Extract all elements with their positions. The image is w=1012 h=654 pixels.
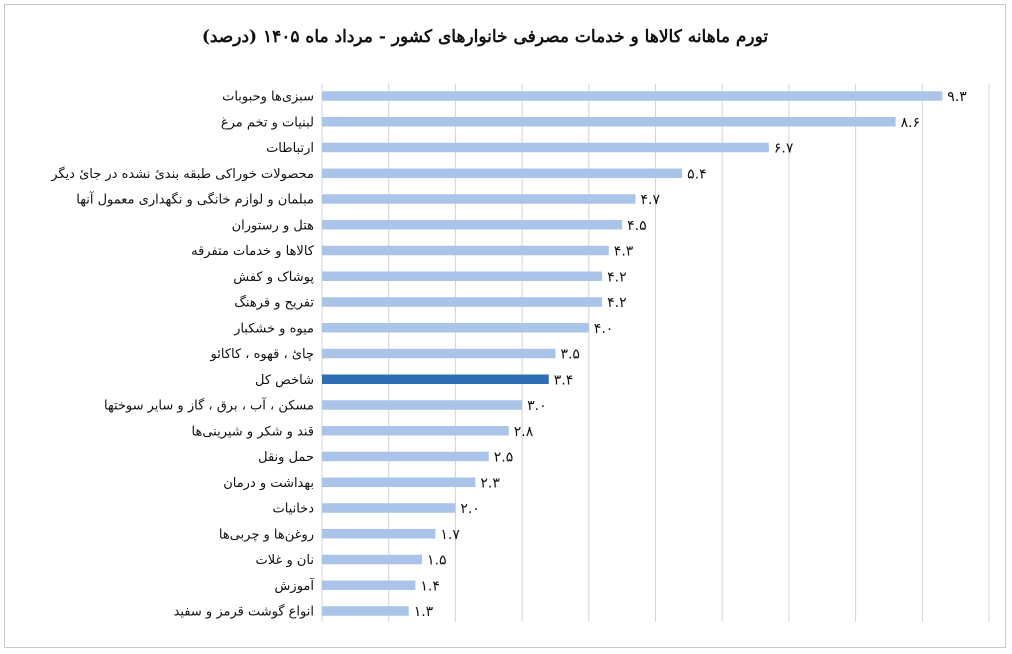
data-label: ۲.۳ (480, 475, 500, 491)
bar (322, 323, 589, 333)
data-label: ۴.۲ (607, 295, 627, 311)
data-label: ۳.۴ (554, 372, 574, 388)
data-label: ۴.۳ (614, 244, 634, 260)
category-label: چایٔ ، قهوه ، کاکائو (210, 347, 314, 362)
category-label: آموزش (275, 577, 316, 594)
category-label: سبزی‌ها وحبوبات (222, 90, 314, 105)
bar (322, 168, 683, 178)
category-label: انواع گوشت قرمز و سفید (174, 604, 314, 620)
category-label: روغن‌ها و چربی‌ها (219, 527, 314, 542)
bar (322, 348, 556, 359)
bar (322, 142, 769, 153)
category-label: هتل و رستوران (232, 218, 315, 233)
data-label: ۵.۴ (687, 166, 707, 182)
data-label: ۱.۵ (427, 553, 447, 569)
bar (322, 580, 416, 590)
data-label: ۹.۳ (947, 89, 967, 105)
category-label: نان و غلات (256, 553, 314, 568)
data-label: ۳.۵ (560, 347, 580, 363)
bar (322, 91, 943, 101)
category-label: ارتباطات (266, 141, 314, 156)
data-label: ۴.۷ (640, 192, 660, 208)
category-label: قند و شکر و شیرینی‌ها (192, 424, 314, 439)
category-label: محصولات خوراکی طبقه بندیٔ نشده در جایٔ د… (50, 166, 314, 182)
bar (322, 529, 436, 539)
data-label: ۱.۷ (440, 527, 460, 543)
bar (322, 117, 896, 127)
bar (322, 194, 636, 204)
data-label: ۲.۸ (514, 424, 534, 440)
data-label: ۶.۷ (774, 141, 794, 157)
bar (322, 503, 456, 513)
category-label: کالاها و خدمات متفرقه (191, 244, 315, 259)
bar (322, 477, 476, 487)
data-label: ۴.۵ (627, 218, 647, 234)
bar (322, 220, 623, 230)
category-label: تفریح و فرهنگ (234, 295, 314, 311)
bar (322, 297, 603, 307)
data-label: ۲.۰ (460, 501, 480, 517)
category-label: پوشاک و کفش (233, 270, 314, 285)
bar (322, 245, 609, 256)
category-label: لبنیات و تخم مرغ (221, 115, 314, 130)
bar (322, 606, 409, 616)
bar (322, 374, 549, 384)
category-label: میوه و خشکبار (233, 321, 314, 336)
bar (322, 451, 489, 462)
bar (322, 426, 509, 436)
chart-title: تورم ماهانه کالاها و خدمات مصرفی خانواره… (201, 27, 769, 47)
data-label: ۲.۵ (494, 450, 514, 466)
category-label: دخانیات (272, 502, 314, 517)
category-label: حمل ونقل (258, 450, 314, 465)
data-label: ۸.۶ (901, 115, 921, 131)
data-label: ۴.۲ (607, 269, 627, 285)
data-label: ۴.۰ (594, 321, 614, 337)
category-label: مبلمان و لوازم خانگی و نگهداری معمول آنه… (76, 191, 314, 208)
bar (322, 400, 523, 410)
category-label: بهداشت و درمان (223, 476, 314, 491)
bar (322, 554, 423, 565)
category-label: مسکن ، آب ، برق ، گاز و سایر سوختها (104, 397, 314, 414)
category-label: شاخص کل (255, 373, 314, 388)
data-label: ۱.۴ (420, 578, 440, 594)
bar (322, 271, 603, 281)
data-label: ۳.۰ (527, 398, 547, 414)
data-label: ۱.۳ (414, 604, 434, 620)
